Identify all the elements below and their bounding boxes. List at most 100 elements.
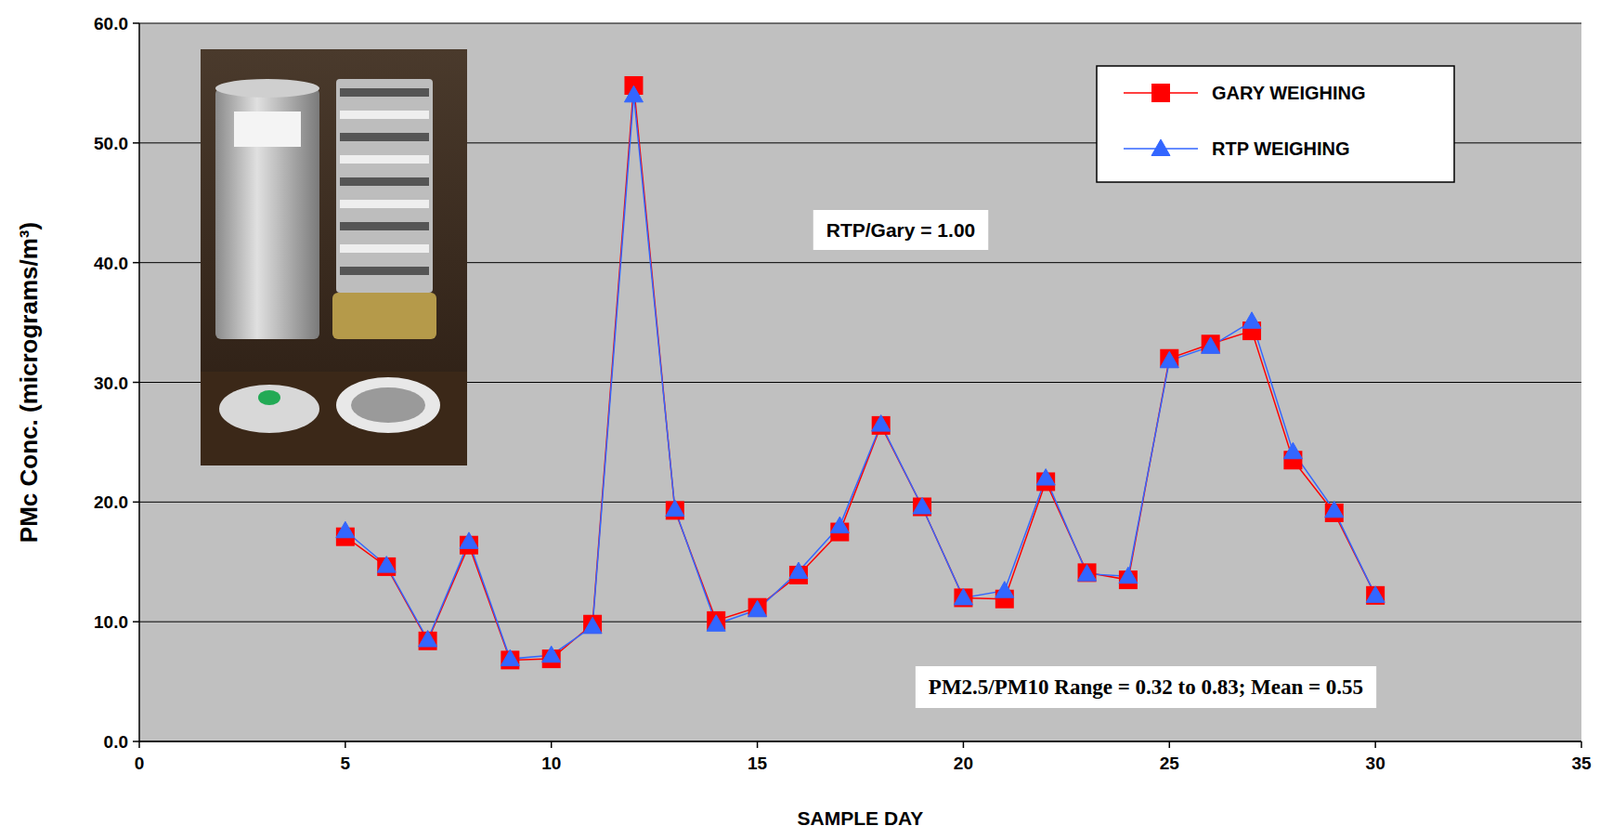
y-tick-label: 0.0 [104,731,129,752]
data-point [871,415,891,432]
photo-impactor-stage [339,155,430,164]
grid-line [139,741,1582,742]
data-point [1078,562,1097,582]
annotation-text: PM2.5/PM10 Range = 0.32 to 0.83; Mean = … [928,675,1364,699]
data-point [789,561,808,579]
x-tick [138,741,141,748]
chart: 0.010.020.030.040.050.060.00510152025303… [0,0,1600,839]
y-tick-label: 10.0 [93,611,129,632]
grid-line [139,23,1582,25]
photo-impactor-stage [339,266,430,275]
annotation-box [813,209,989,250]
y-tick-label: 50.0 [93,133,129,154]
data-point [912,496,932,516]
x-tick [756,741,759,748]
photo-cap-dot [258,390,281,405]
data-point [500,649,520,666]
x-tick-label: 20 [953,753,974,773]
photo-impactor-stage [339,110,430,119]
x-tick [962,741,965,748]
data-point [748,598,768,617]
data-point [1242,312,1262,329]
data-point [624,85,643,103]
plot-area [139,23,1582,742]
x-tick-label: 25 [1159,753,1181,773]
legend-label: RTP WEIGHING [1211,138,1351,159]
background [0,0,1600,839]
x-tick [344,741,347,748]
photo-impactor-stage [339,199,430,209]
y-tick [132,381,140,384]
data-point [1365,585,1385,605]
x-tick-label: 10 [541,753,561,773]
photo-impactor-stage [339,177,430,186]
data-point [336,520,355,538]
y-tick [132,740,140,742]
x-axis-title: SAMPLE DAY [797,806,924,829]
data-point [995,581,1015,599]
x-tick-label: 5 [340,753,352,773]
legend-label: GARY WEIGHING [1211,82,1366,104]
grid-line [139,621,1582,623]
x-tick [550,741,553,748]
data-point [665,499,685,517]
y-tick-label: 40.0 [93,253,129,274]
data-point [542,645,561,663]
data-point [1325,500,1344,518]
photo-can-top [215,78,320,98]
photo-impactor-stage [339,132,430,142]
legend-box [1096,65,1455,183]
data-point [583,616,602,634]
photo-cap [219,384,320,433]
x-tick-label: 15 [747,753,768,773]
x-tick [1580,741,1583,748]
annotation-box [915,665,1377,708]
data-point [1201,337,1221,354]
y-tick-label: 20.0 [93,492,129,512]
x-tick-label: 30 [1365,753,1386,773]
data-point [953,587,973,607]
data-point [706,614,726,632]
photo-impactor-stage [339,88,430,97]
y-tick [132,620,140,623]
photo-impactor-base [332,292,437,339]
photo-can-label [234,111,301,147]
data-point [1159,349,1179,368]
photo-ring-inner [351,387,426,423]
data-point [583,614,602,634]
annotation: RTP/Gary = 1.00 [813,209,989,250]
annotation: PM2.5/PM10 Range = 0.32 to 0.83; Mean = … [915,665,1377,708]
y-tick [132,501,140,504]
photo-table [200,371,468,466]
data-point [953,587,973,605]
y-axis [138,23,141,742]
photo-impactor [336,78,433,293]
x-tick [1169,741,1171,748]
legend: GARY WEIGHING RTP WEIGHING [1096,65,1455,183]
data-point [1036,468,1055,485]
photo-background [200,49,468,466]
data-point [1118,566,1138,584]
data-point [830,516,849,534]
data-point [459,532,479,549]
data-point [418,629,438,647]
y-tick [132,261,140,264]
data-point [912,496,932,514]
photo-impactor-stage [339,244,430,253]
photo-can [215,88,320,339]
y-tick-label: 30.0 [93,373,129,393]
legend-marker [1151,83,1171,103]
photo-inset [200,49,468,466]
y-axis-title: PMc Conc. (micrograms/m³) [14,221,43,543]
photo-impactor-stage [339,221,430,231]
grid-line [139,501,1582,503]
y-tick [132,22,140,25]
x-tick-label: 35 [1571,753,1592,773]
data-point [1159,351,1179,368]
legend-marker [1151,139,1171,157]
y-tick-label: 60.0 [93,13,129,34]
data-point [1078,564,1097,582]
data-point [748,599,768,617]
annotation-text: RTP/Gary = 1.00 [826,219,976,241]
data-point [1365,585,1385,603]
